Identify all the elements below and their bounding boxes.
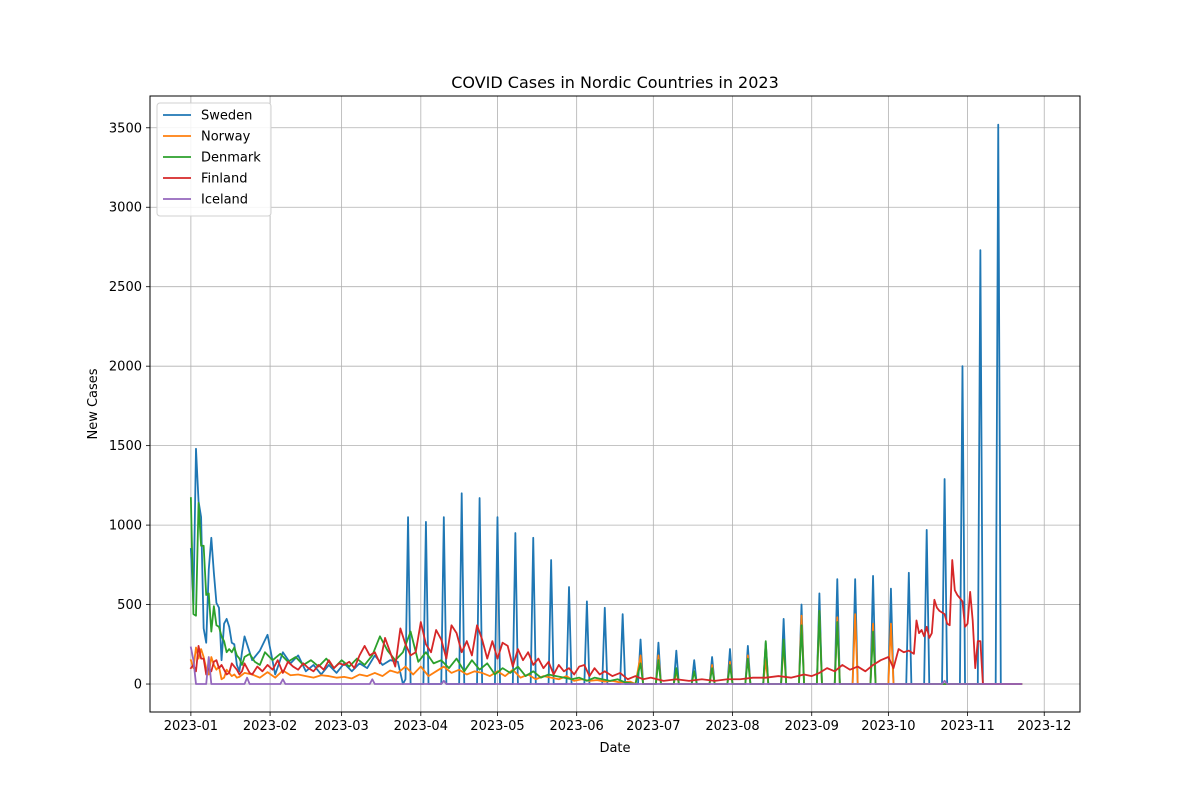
x-tick-label: 2023-07: [626, 719, 680, 734]
series-line-iceland: [189, 646, 1023, 685]
x-axis-ticks: 2023-01 2023-02 2023-03 2023-04 2023-05 2023-…: [164, 712, 1071, 734]
legend-label-finland: Finland: [201, 172, 247, 187]
legend-label-sweden: Sweden: [201, 109, 252, 124]
y-axis-label: New Cases: [86, 368, 101, 439]
x-tick-label: 2023-09: [785, 719, 839, 734]
x-tick-label: 2023-03: [314, 719, 368, 734]
legend-box: [156, 102, 272, 217]
x-tick-label: 2023-08: [705, 719, 759, 734]
x-tick-label: 2023-06: [550, 719, 604, 734]
y-tick-label: 0: [134, 678, 142, 693]
y-axis-ticks: 0 500 1000 1500 2000 2500 3000 3500: [109, 121, 150, 693]
x-tick-label: 2023-01: [164, 719, 218, 734]
legend-label-iceland: Iceland: [201, 193, 248, 208]
x-axis-label: Date: [599, 741, 630, 756]
y-tick-label: 2500: [109, 280, 142, 295]
axes-frame: [149, 95, 1081, 713]
y-tick-label: 3000: [109, 201, 142, 216]
series-line-finland: [189, 559, 1023, 685]
series-layer: [189, 123, 1023, 685]
legend-label-denmark: Denmark: [201, 151, 261, 166]
chart-legend: Sweden Norway Denmark Finland Iceland: [156, 102, 272, 217]
y-tick-label: 500: [117, 598, 142, 613]
x-tick-label: 2023-10: [861, 719, 915, 734]
x-tick-label: 2023-11: [940, 719, 994, 734]
y-tick-label: 1000: [109, 519, 142, 534]
legend-label-norway: Norway: [201, 130, 251, 145]
x-tick-label: 2023-04: [394, 719, 448, 734]
x-tick-label: 2023-12: [1017, 719, 1071, 734]
chart-title: COVID Cases in Nordic Countries in 2023: [451, 73, 779, 92]
y-tick-label: 2000: [109, 360, 142, 375]
grid-lines: [150, 96, 1080, 712]
y-tick-label: 1500: [109, 439, 142, 454]
x-tick-label: 2023-05: [470, 719, 524, 734]
x-tick-label: 2023-02: [243, 719, 297, 734]
y-tick-label: 3500: [109, 121, 142, 136]
